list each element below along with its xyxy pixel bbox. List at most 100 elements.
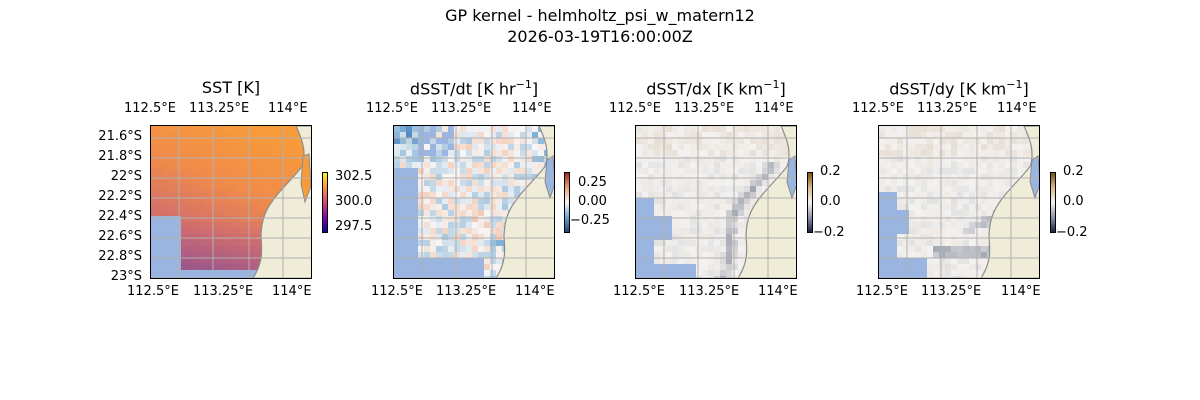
- data-cell: [223, 162, 230, 169]
- data-cell: [490, 264, 497, 271]
- data-cell: [708, 264, 715, 271]
- data-cell: [744, 180, 751, 187]
- data-cell: [714, 198, 721, 205]
- data-cell: [648, 264, 655, 271]
- data-cell: [1011, 144, 1018, 151]
- data-cell: [702, 204, 709, 211]
- data-cell: [259, 216, 266, 223]
- data-cell: [744, 150, 751, 157]
- data-cell: [927, 270, 934, 277]
- data-cell: [885, 264, 892, 271]
- data-cell: [885, 156, 892, 163]
- data-cell: [253, 252, 260, 259]
- data-cell: [460, 168, 467, 175]
- data-cell: [247, 144, 254, 151]
- data-cell: [969, 198, 976, 205]
- data-cell: [259, 126, 266, 133]
- data-cell: [957, 132, 964, 139]
- data-cell: [151, 174, 158, 181]
- data-cell: [424, 126, 431, 133]
- data-cell: [915, 162, 922, 169]
- data-cell: [181, 162, 188, 169]
- data-cell: [187, 138, 194, 145]
- data-cell: [460, 216, 467, 223]
- data-cell: [394, 156, 401, 163]
- data-cell: [472, 222, 479, 229]
- data-cell: [939, 144, 946, 151]
- data-cell: [690, 264, 697, 271]
- data-cell: [394, 180, 401, 187]
- data-cell: [514, 186, 521, 193]
- data-cell: [277, 156, 284, 163]
- data-cell: [756, 192, 763, 199]
- data-cell: [969, 252, 976, 259]
- data-cell: [903, 228, 910, 235]
- data-cell: [526, 150, 533, 157]
- data-cell: [696, 270, 703, 277]
- data-cell: [648, 168, 655, 175]
- data-cell: [690, 138, 697, 145]
- data-cell: [891, 126, 898, 133]
- data-cell: [181, 156, 188, 163]
- figure-timestamp: 2026-03-19T16:00:00Z: [507, 27, 693, 46]
- data-cell: [672, 198, 679, 205]
- data-cell: [726, 246, 733, 253]
- data-cell: [654, 150, 661, 157]
- data-cell: [921, 222, 928, 229]
- data-cell: [654, 204, 661, 211]
- data-cell: [394, 252, 401, 259]
- data-cell: [181, 276, 188, 278]
- data-cell: [768, 144, 775, 151]
- data-cell: [253, 258, 260, 265]
- data-cell: [394, 198, 401, 205]
- data-cell: [744, 156, 751, 163]
- data-cell: [460, 174, 467, 181]
- data-cell: [915, 144, 922, 151]
- data-cell: [424, 162, 431, 169]
- data-cell: [642, 126, 649, 133]
- data-cell: [442, 174, 449, 181]
- data-cell: [672, 150, 679, 157]
- data-cell: [436, 198, 443, 205]
- data-cell: [750, 162, 757, 169]
- data-cell: [678, 240, 685, 247]
- data-cell: [223, 228, 230, 235]
- data-cell: [672, 228, 679, 235]
- data-cell: [957, 150, 964, 157]
- data-cell: [648, 180, 655, 187]
- bottom-xtick: 112.5°E: [613, 284, 665, 299]
- data-cell: [205, 198, 212, 205]
- data-cell: [642, 186, 649, 193]
- data-cell: [418, 270, 425, 277]
- data-cell: [891, 138, 898, 145]
- data-cell: [672, 138, 679, 145]
- data-cell: [175, 180, 182, 187]
- data-cell: [915, 138, 922, 145]
- data-cell: [211, 126, 218, 133]
- data-cell: [424, 258, 431, 265]
- data-cell: [957, 228, 964, 235]
- data-cell: [211, 252, 218, 259]
- data-cell: [157, 174, 164, 181]
- data-cell: [987, 204, 994, 211]
- data-cell: [999, 144, 1006, 151]
- data-cell: [448, 210, 455, 217]
- data-cell: [666, 204, 673, 211]
- colorbar-dsst-dy: [1050, 172, 1056, 237]
- data-cell: [969, 186, 976, 193]
- data-cell: [442, 132, 449, 139]
- data-cell: [951, 264, 958, 271]
- data-cell: [648, 216, 655, 223]
- data-cell: [472, 168, 479, 175]
- data-cell: [690, 252, 697, 259]
- data-cell: [909, 168, 916, 175]
- data-cell: [975, 156, 982, 163]
- data-cell: [654, 276, 661, 278]
- data-cell: [678, 264, 685, 271]
- data-cell: [963, 144, 970, 151]
- data-cell: [442, 156, 449, 163]
- data-cell: [418, 144, 425, 151]
- data-cell: [424, 276, 431, 278]
- data-cell: [199, 222, 206, 229]
- data-cell: [211, 276, 218, 278]
